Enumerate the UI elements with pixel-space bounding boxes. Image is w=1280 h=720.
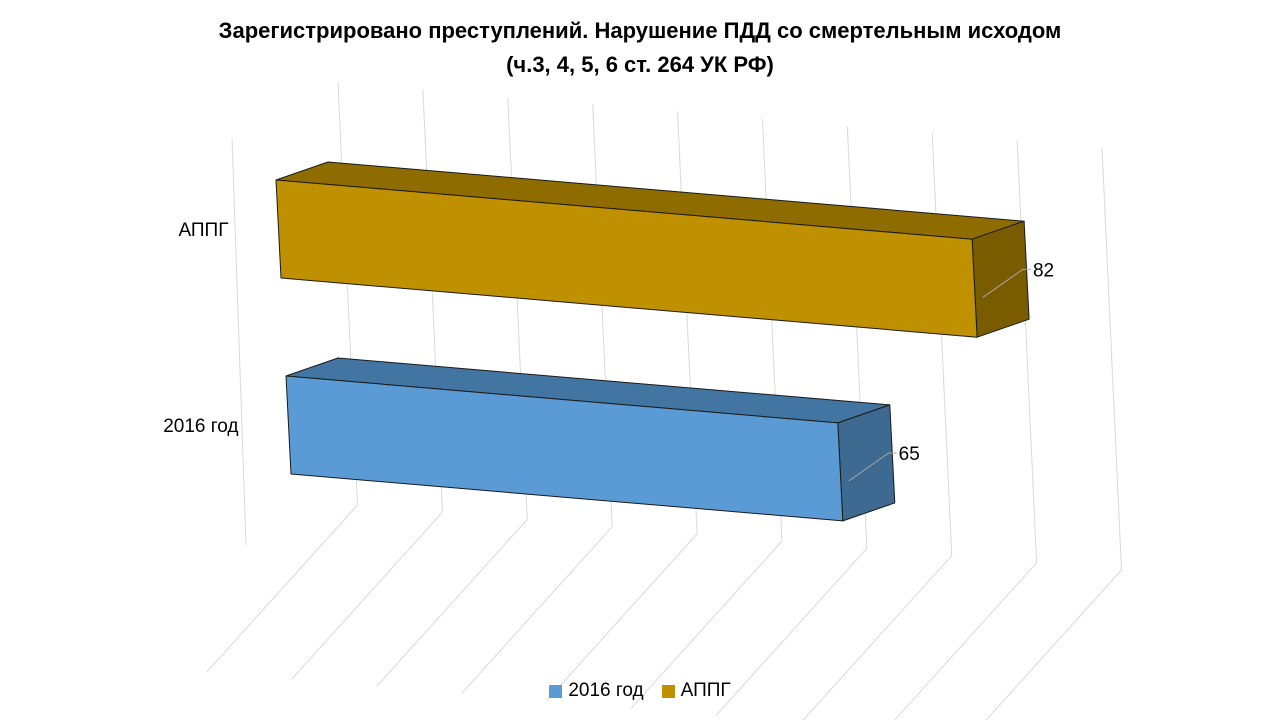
gridline-floor-0	[206, 504, 358, 673]
legend-swatch-2016	[549, 684, 563, 698]
legend-item-appg: АППГ	[661, 680, 731, 702]
gridline-wall-9	[1101, 147, 1122, 571]
gridline-wall-8	[1016, 140, 1038, 563]
chart-title-line-1: Зарегистрировано преступлений. Нарушение…	[218, 18, 1062, 43]
bar-side-0	[837, 404, 896, 522]
legend-swatch-appg	[661, 684, 675, 698]
gridline-floor-9	[985, 569, 1122, 720]
gridline-floor-1	[291, 511, 443, 680]
data-label-0: 65	[899, 444, 920, 465]
legend-label-2016: 2016 год	[568, 680, 644, 701]
gridline-floor-3	[461, 526, 613, 695]
chart-title: Зарегистрировано преступлений. Нарушение…	[0, 14, 1280, 82]
gridline-floor-5	[630, 540, 783, 709]
bar-front-1	[275, 179, 978, 338]
gridline-floor-7	[802, 555, 953, 720]
gridline-floor-8	[894, 562, 1037, 720]
gridline-wall-7	[931, 133, 953, 556]
chart-title-line-2: (ч.3, 4, 5, 6 ст. 264 УК РФ)	[506, 52, 774, 77]
gridline-floor-4	[545, 533, 698, 702]
legend-label-appg: АППГ	[680, 680, 731, 701]
axis-side-wall	[231, 137, 247, 546]
data-label-1: 82	[1033, 260, 1054, 281]
legend-item-2016: 2016 год	[549, 680, 644, 702]
data-label-leader-1	[982, 268, 1031, 298]
gridline-floor-2	[376, 519, 528, 687]
bar-side-1	[971, 220, 1030, 338]
data-label-leader-0	[848, 452, 897, 482]
gridline-floor-6	[715, 547, 868, 716]
bar-front-0	[285, 375, 844, 522]
category-label-1: АППГ	[178, 220, 228, 241]
category-label-0: 2016 год	[163, 416, 238, 437]
chart-legend: 2016 год АППГ	[0, 680, 1280, 702]
